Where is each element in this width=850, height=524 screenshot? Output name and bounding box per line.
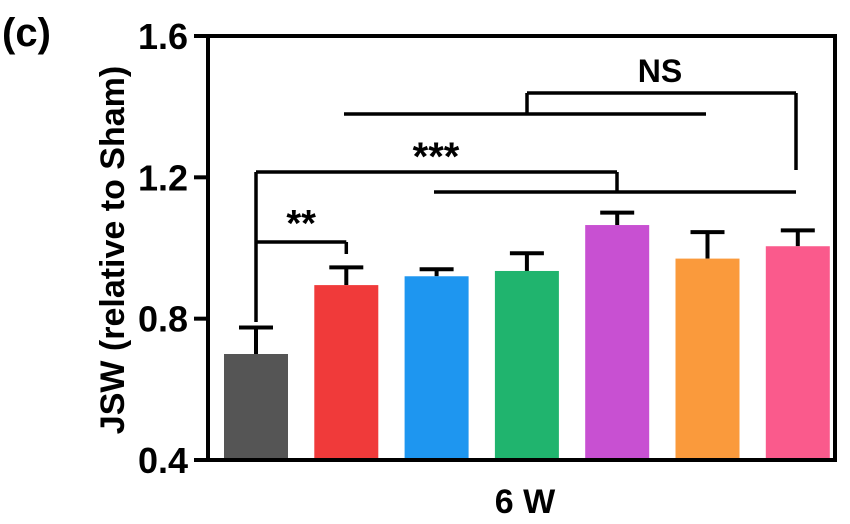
bar (224, 354, 288, 458)
panel-label: (c) (2, 11, 51, 55)
plot-area: 0.40.81.21.6*****NS (138, 16, 837, 481)
y-tick-label: 1.2 (138, 157, 188, 198)
significance-label: ** (286, 203, 316, 245)
bar (585, 225, 650, 458)
significance-label: NS (638, 53, 682, 89)
significance-label: *** (413, 135, 460, 179)
y-axis-label: JSW (relative to Sham) (94, 66, 132, 434)
y-tick-label: 0.8 (138, 299, 188, 340)
plot-frame (206, 34, 837, 462)
bar (494, 270, 559, 458)
bar (404, 276, 469, 458)
x-category-label: 6 W (495, 483, 556, 521)
y-tick-label: 0.4 (138, 440, 188, 481)
bar (675, 258, 740, 458)
bar (765, 246, 830, 458)
bar (314, 285, 379, 458)
y-tick-label: 1.6 (138, 16, 188, 57)
